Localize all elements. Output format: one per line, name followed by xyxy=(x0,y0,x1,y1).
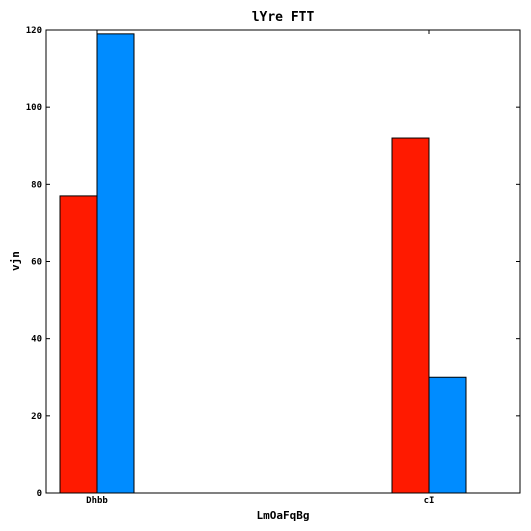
y-axis-label: vjn xyxy=(9,251,22,271)
x-axis-label: LmOaFqBg xyxy=(257,509,310,522)
chart-title: lYre FTT xyxy=(252,10,315,25)
y-tick-label: 120 xyxy=(26,26,42,36)
y-tick-label: 40 xyxy=(31,335,42,345)
bar-series1-cI xyxy=(391,137,430,494)
y-tick-label: 80 xyxy=(31,180,42,190)
y-tick-label: 20 xyxy=(31,412,42,422)
y-tick-label: 60 xyxy=(31,258,42,268)
bar-series2-Dhbb xyxy=(96,33,135,494)
y-tick-label: 0 xyxy=(37,489,42,499)
bar-series2-cI xyxy=(428,376,467,494)
ticks-layer: 0 20 40 60 80 100 120 Dhbb cI xyxy=(26,26,520,506)
y-tick-label: 100 xyxy=(26,103,42,113)
bars-layer xyxy=(59,33,467,494)
x-tick-label-Dhbb: Dhbb xyxy=(86,496,108,506)
bar-series1-Dhbb xyxy=(59,195,98,494)
x-tick-label-cI: cI xyxy=(424,496,435,506)
plot-frame xyxy=(45,29,521,494)
